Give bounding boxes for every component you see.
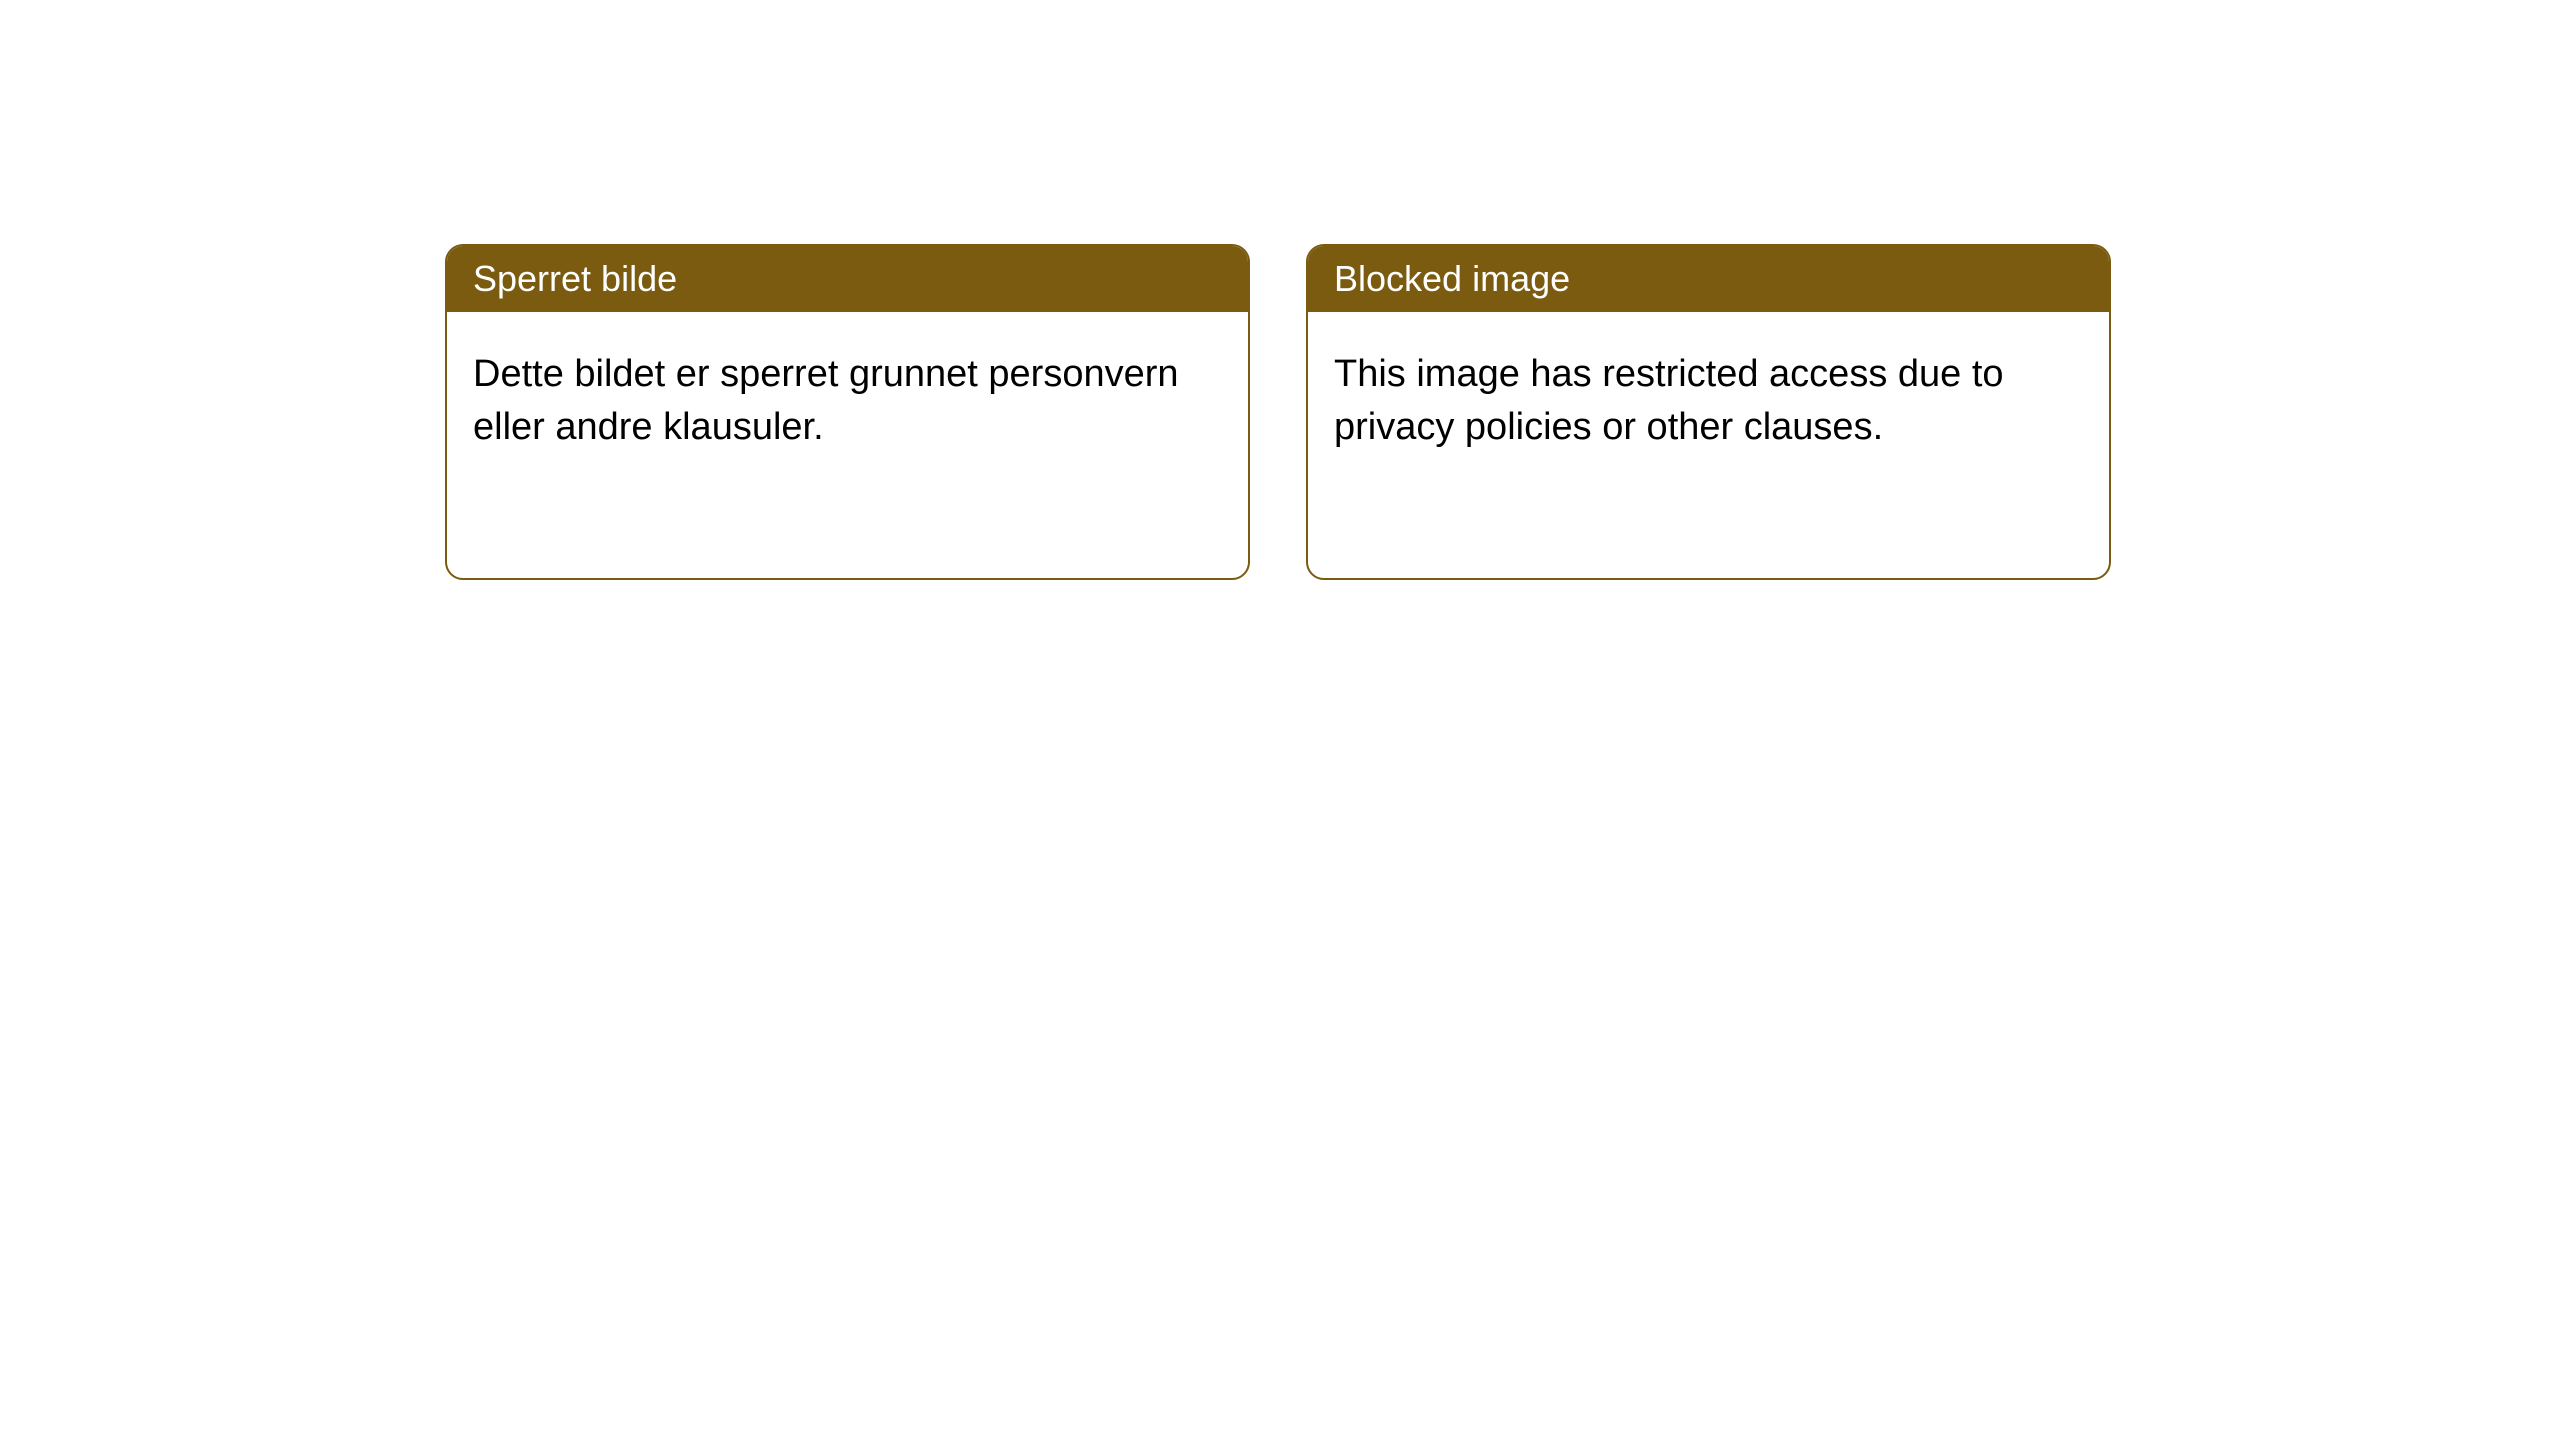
notice-card-english: Blocked image This image has restricted … — [1306, 244, 2111, 580]
notice-card-title: Sperret bilde — [447, 246, 1248, 312]
notice-card-message: This image has restricted access due to … — [1308, 312, 2109, 578]
notice-container: Sperret bilde Dette bildet er sperret gr… — [0, 0, 2560, 580]
notice-card-norwegian: Sperret bilde Dette bildet er sperret gr… — [445, 244, 1250, 580]
notice-card-title: Blocked image — [1308, 246, 2109, 312]
notice-card-message: Dette bildet er sperret grunnet personve… — [447, 312, 1248, 578]
